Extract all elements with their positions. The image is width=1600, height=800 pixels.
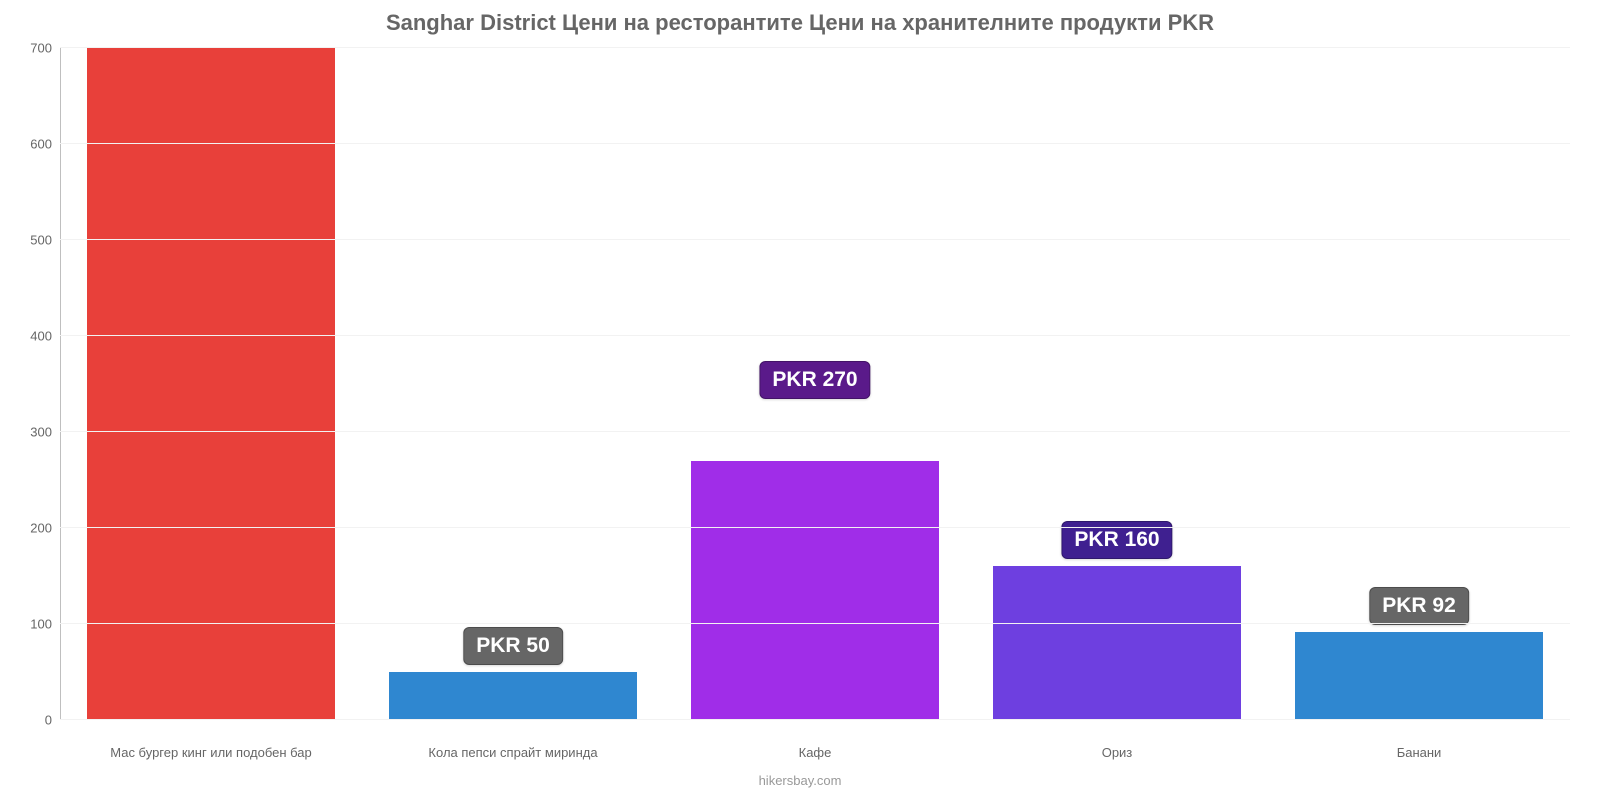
y-tick-label: 0: [45, 713, 60, 728]
bar: PKR 700: [87, 48, 335, 720]
grid-line: [60, 239, 1570, 240]
grid-line: [60, 719, 1570, 720]
bar: PKR 160: [993, 566, 1241, 720]
y-tick-label: 700: [30, 41, 60, 56]
x-axis-label: Ориз: [966, 745, 1268, 760]
bar-value-label: PKR 92: [1369, 587, 1469, 625]
grid-line: [60, 143, 1570, 144]
grid-line: [60, 623, 1570, 624]
grid-line: [60, 527, 1570, 528]
y-tick-label: 400: [30, 329, 60, 344]
bar: PKR 270: [691, 461, 939, 720]
y-tick-label: 500: [30, 233, 60, 248]
x-axis-label: Банани: [1268, 745, 1570, 760]
x-axis-label: Кафе: [664, 745, 966, 760]
y-tick-label: 100: [30, 617, 60, 632]
plot-area: PKR 700PKR 50PKR 270PKR 160PKR 92 010020…: [60, 48, 1570, 720]
x-axis: Мас бургер кинг или подобен барКола пепс…: [60, 745, 1570, 760]
bar-value-label: PKR 270: [759, 361, 870, 399]
grid-line: [60, 47, 1570, 48]
y-tick-label: 600: [30, 137, 60, 152]
bar-slot: PKR 50: [362, 48, 664, 720]
bars-container: PKR 700 PKR 50 PKR 270 PKR 160 PKR 92: [60, 48, 1570, 720]
bar-slot: PKR 700: [60, 48, 362, 720]
grid-line: [60, 431, 1570, 432]
x-axis-label: Кола пепси спрайт миринда: [362, 745, 664, 760]
bar: PKR 50: [389, 672, 637, 720]
x-axis-label: Мас бургер кинг или подобен бар: [60, 745, 362, 760]
chart-title: Sanghar District Цени на ресторантите Це…: [0, 0, 1600, 36]
bar-slot: PKR 270: [664, 48, 966, 720]
bar-slot: PKR 160: [966, 48, 1268, 720]
bar-slot: PKR 92: [1268, 48, 1570, 720]
bar: PKR 92: [1295, 632, 1543, 720]
price-bar-chart: Sanghar District Цени на ресторантите Це…: [0, 0, 1600, 800]
y-tick-label: 300: [30, 425, 60, 440]
y-tick-label: 200: [30, 521, 60, 536]
attribution-text: hikersbay.com: [0, 773, 1600, 788]
grid-line: [60, 335, 1570, 336]
bar-value-label: PKR 50: [463, 627, 563, 665]
